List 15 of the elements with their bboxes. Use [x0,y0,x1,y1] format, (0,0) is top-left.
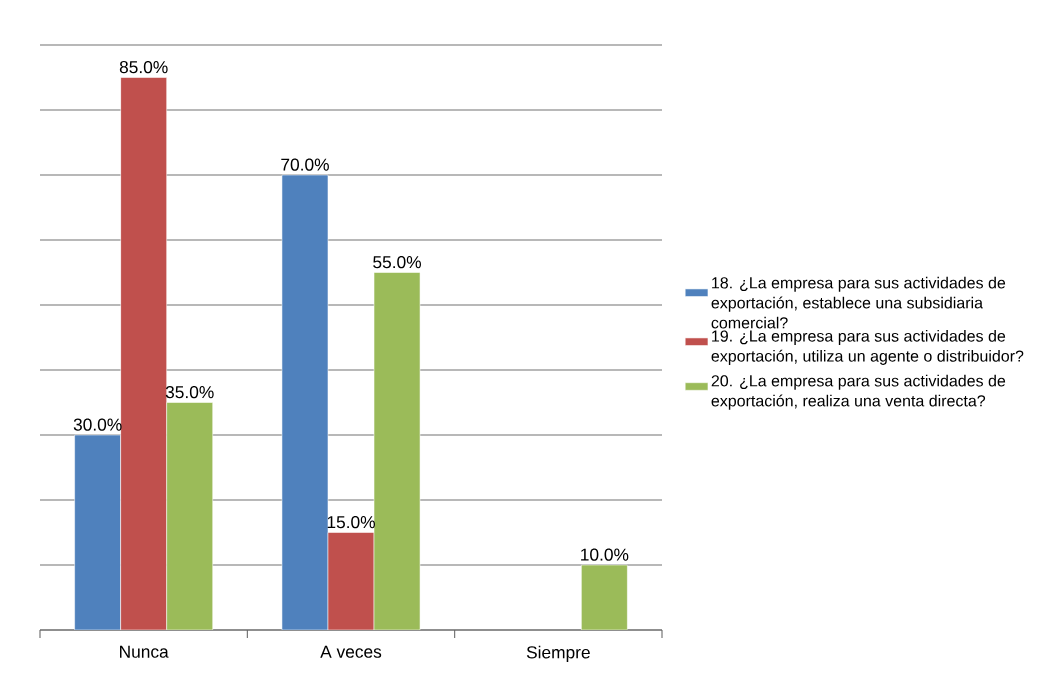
x-tick-label: A veces [320,645,382,658]
bar [327,532,375,630]
legend-label: 18. ¿La empresa para sus actividades de exportación, establece una subsidiaria comercial? [711,276,1006,329]
x-tick-label: Siempre [526,645,590,662]
data-label: 10.0% [581,548,629,561]
data-label: 85.0% [119,60,168,74]
bar [581,564,628,630]
legend-label: 20. ¿La empresa para sus actividades de exportación, realiza una venta directa? [711,374,1006,410]
data-label: 15.0% [327,515,375,529]
bar [120,77,167,630]
legend-label: 19. ¿La empresa para sus actividades de exportación, utiliza un agente o distribuidor? [711,329,1024,365]
x-tick-label: Nunca [120,645,169,658]
data-label: 55.0% [373,255,421,269]
data-label: 70.0% [281,158,329,171]
data-label: 35.0% [165,385,214,399]
